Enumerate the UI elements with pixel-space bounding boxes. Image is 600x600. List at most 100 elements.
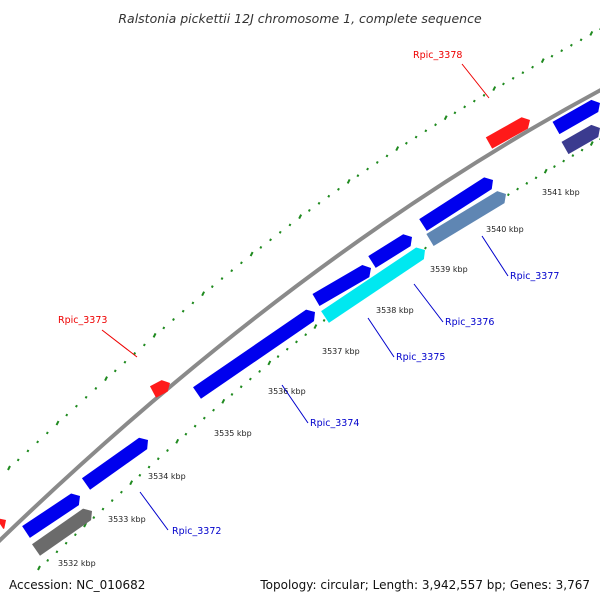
outer-dot bbox=[560, 49, 564, 53]
outer-dot bbox=[463, 105, 467, 109]
outer-dot bbox=[36, 440, 40, 444]
outer-dot bbox=[375, 161, 379, 164]
outer-dot bbox=[502, 82, 505, 86]
inner-dot bbox=[543, 168, 548, 174]
outer-dot bbox=[550, 54, 554, 58]
outer-dot bbox=[123, 360, 127, 364]
gene-forward bbox=[81, 437, 148, 490]
inner-dot bbox=[230, 393, 234, 396]
label-leaders bbox=[101, 63, 509, 531]
inner-dot bbox=[313, 324, 318, 329]
outer-dot bbox=[26, 449, 30, 453]
outer-dot bbox=[45, 431, 49, 435]
inner-dot bbox=[534, 176, 538, 180]
accession-text: Accession: NC_010682 bbox=[9, 578, 146, 592]
inner-dot bbox=[580, 148, 584, 152]
outer-dot bbox=[152, 332, 157, 338]
inner-dot bbox=[147, 465, 151, 469]
inner-dot bbox=[184, 432, 188, 436]
outer-dot bbox=[210, 285, 214, 289]
outer-dot bbox=[511, 76, 515, 80]
outer-dot bbox=[94, 386, 98, 390]
inner-dot bbox=[304, 333, 308, 337]
scale-tick-label: 3535 kbp bbox=[214, 429, 252, 438]
scale-tick-label: 3541 kbp bbox=[542, 188, 580, 197]
outer-dot bbox=[240, 261, 243, 265]
inner-dot bbox=[46, 558, 50, 562]
gene-forward bbox=[22, 493, 81, 538]
inner-dot bbox=[562, 159, 566, 163]
gene-rpic-3377 bbox=[426, 191, 506, 246]
outer-dot bbox=[278, 230, 282, 234]
outer-dot bbox=[385, 154, 389, 158]
gene-label: Rpic_3372 bbox=[172, 526, 221, 537]
outer-dot bbox=[405, 141, 408, 145]
outer-dot bbox=[201, 291, 205, 297]
scale-tick-label: 3532 kbp bbox=[58, 559, 96, 568]
inner-dot bbox=[129, 480, 134, 486]
outer-dot bbox=[133, 352, 137, 355]
scale-tick-label: 3539 kbp bbox=[430, 265, 468, 274]
chromosome-backbone bbox=[0, 88, 600, 543]
inner-dot bbox=[55, 550, 59, 554]
inner-dot bbox=[424, 246, 427, 250]
inner-dot bbox=[516, 187, 519, 191]
outer-dot bbox=[269, 238, 272, 242]
outer-dot bbox=[443, 115, 448, 121]
outer-dot bbox=[424, 129, 428, 133]
inner-dot bbox=[249, 377, 252, 381]
inner-dot bbox=[101, 507, 105, 511]
outer-dot bbox=[356, 174, 360, 178]
gene-features bbox=[0, 99, 600, 556]
outer-dot bbox=[307, 208, 311, 212]
scale-tick-label: 3540 kbp bbox=[486, 225, 524, 234]
genome-summary-text: Topology: circular; Length: 3,942,557 bp… bbox=[260, 578, 590, 592]
gene-forward bbox=[552, 99, 600, 135]
outer-dot bbox=[472, 99, 476, 103]
gene-rpic-3378 bbox=[485, 117, 530, 149]
leader-line bbox=[461, 63, 490, 99]
gene-label: Rpic_3376 bbox=[445, 317, 494, 328]
outer-tick-dots bbox=[7, 27, 600, 471]
gene-partial bbox=[0, 518, 6, 529]
inner-dot bbox=[525, 181, 529, 185]
outer-dot bbox=[191, 301, 195, 305]
inner-dot bbox=[138, 473, 142, 477]
inner-dot bbox=[322, 319, 326, 322]
outer-dot bbox=[7, 465, 11, 471]
outer-dot bbox=[75, 404, 78, 408]
scale-tick-label: 3533 kbp bbox=[108, 515, 146, 524]
inner-dot bbox=[285, 347, 289, 351]
inner-dot bbox=[64, 541, 68, 545]
outer-dot bbox=[414, 135, 418, 139]
outer-dot bbox=[142, 343, 146, 347]
inner-dot bbox=[276, 355, 280, 358]
inner-dot bbox=[120, 490, 123, 494]
outer-dot bbox=[113, 369, 117, 373]
gene-label: Rpic_3375 bbox=[396, 352, 445, 363]
outer-dot bbox=[104, 376, 108, 382]
gene-label: Rpic_3378 bbox=[413, 50, 462, 61]
outer-dot bbox=[366, 167, 369, 171]
inner-dot bbox=[202, 416, 206, 420]
gene-rpic-3374 bbox=[193, 309, 315, 399]
outer-dot bbox=[337, 187, 340, 191]
outer-dot bbox=[172, 318, 175, 321]
leader-line bbox=[281, 384, 309, 424]
outer-dot bbox=[327, 194, 331, 198]
map-title: Ralstonia pickettii 12J chromosome 1, co… bbox=[118, 11, 482, 26]
outer-dot bbox=[84, 395, 88, 399]
inner-dot bbox=[295, 340, 298, 344]
inner-dot bbox=[258, 370, 262, 373]
scale-tick-label: 3538 kbp bbox=[376, 306, 414, 315]
outer-dot bbox=[55, 420, 60, 426]
leader-line bbox=[481, 235, 509, 277]
outer-dot bbox=[531, 65, 534, 69]
scale-tick-label: 3534 kbp bbox=[148, 472, 186, 481]
gene-forward bbox=[368, 234, 412, 268]
inner-dot bbox=[212, 408, 215, 412]
inner-dot bbox=[175, 438, 180, 444]
leader-line bbox=[139, 491, 169, 531]
